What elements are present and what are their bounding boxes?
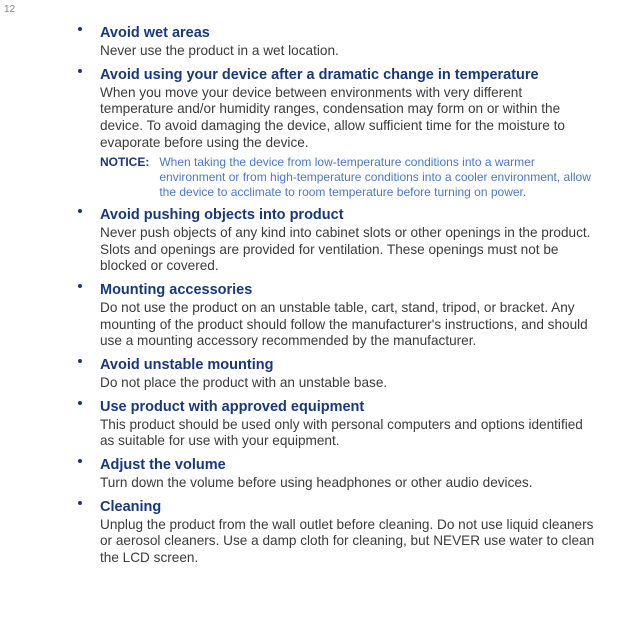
- item-title: Mounting accessories: [100, 281, 595, 299]
- bullet-icon: [78, 501, 82, 505]
- bullet-icon: [78, 69, 82, 73]
- item-body: Turn down the volume before using headph…: [100, 475, 595, 492]
- item-title: Avoid using your device after a dramatic…: [100, 66, 595, 84]
- bullet-icon: [78, 284, 82, 288]
- item-body: Do not use the product on an unstable ta…: [100, 300, 595, 350]
- item-title: Avoid wet areas: [100, 24, 595, 42]
- item-title: Cleaning: [100, 498, 595, 516]
- item-title: Use product with approved equipment: [100, 398, 595, 416]
- item-body: When you move your device between enviro…: [100, 85, 595, 151]
- item-title: Adjust the volume: [100, 456, 595, 474]
- notice-text: When taking the device from low-temperat…: [159, 155, 595, 200]
- list-item: Avoid pushing objects into productNever …: [78, 206, 595, 275]
- bullet-icon: [78, 27, 82, 31]
- list-item: Use product with approved equipmentThis …: [78, 398, 595, 450]
- list-item: CleaningUnplug the product from the wall…: [78, 498, 595, 567]
- list-item: Avoid wet areasNever use the product in …: [78, 24, 595, 60]
- item-title: Avoid pushing objects into product: [100, 206, 595, 224]
- bullet-icon: [78, 401, 82, 405]
- page-number: 12: [4, 4, 15, 15]
- bullet-icon: [78, 359, 82, 363]
- list-item: Mounting accessoriesDo not use the produ…: [78, 281, 595, 350]
- notice-row: NOTICE:When taking the device from low-t…: [100, 155, 595, 200]
- list-item: Adjust the volumeTurn down the volume be…: [78, 456, 595, 492]
- bullet-icon: [78, 209, 82, 213]
- bullet-icon: [78, 459, 82, 463]
- item-body: This product should be used only with pe…: [100, 417, 595, 450]
- item-body: Do not place the product with an unstabl…: [100, 375, 595, 392]
- item-title: Avoid unstable mounting: [100, 356, 595, 374]
- document-page: 12 Avoid wet areasNever use the product …: [0, 0, 631, 637]
- item-body: Unplug the product from the wall outlet …: [100, 517, 595, 567]
- bullet-list: Avoid wet areasNever use the product in …: [78, 0, 595, 566]
- list-item: Avoid using your device after a dramatic…: [78, 66, 595, 200]
- item-body: Never push objects of any kind into cabi…: [100, 225, 595, 275]
- item-body: Never use the product in a wet location.: [100, 43, 595, 60]
- list-item: Avoid unstable mountingDo not place the …: [78, 356, 595, 392]
- notice-label: NOTICE:: [100, 155, 159, 200]
